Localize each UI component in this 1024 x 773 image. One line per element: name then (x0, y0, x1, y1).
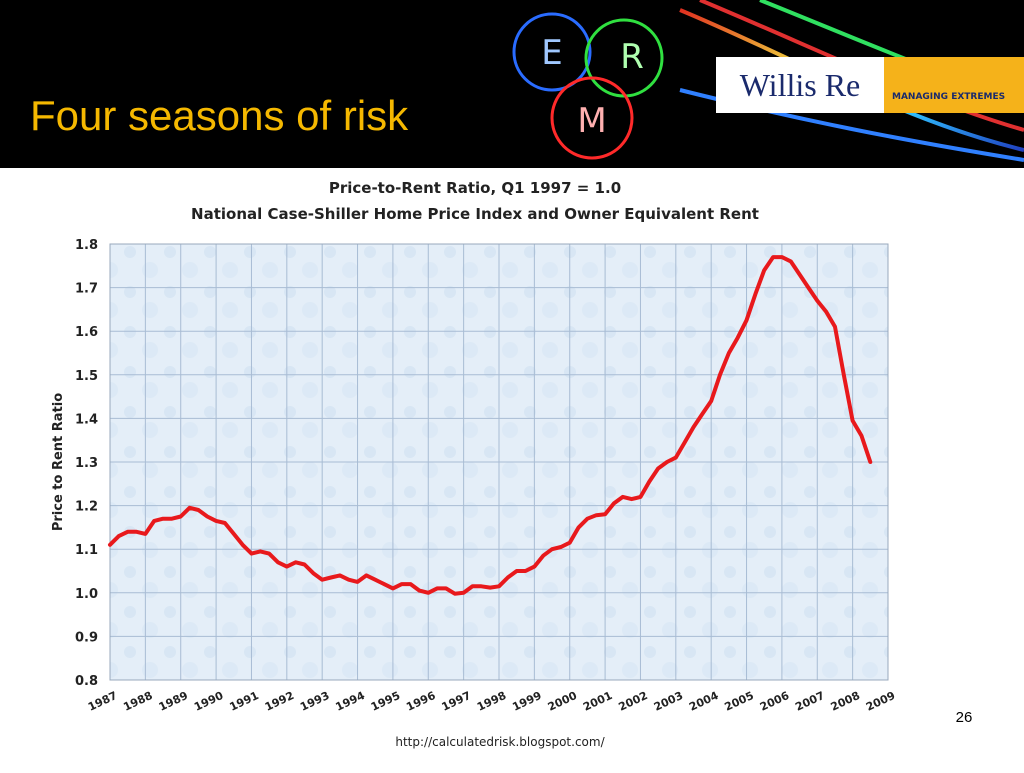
erm-letter: M (577, 101, 606, 141)
x-tick-label: 1995 (369, 689, 402, 714)
erm-circles (512, 12, 664, 160)
erm-letter: R (620, 37, 644, 77)
tagline-box (884, 57, 1024, 113)
x-tick-label: 1998 (475, 689, 508, 714)
y-tick-label: 1.2 (75, 500, 98, 515)
y-tick-label: 0.9 (75, 630, 98, 645)
x-tick-label: 1996 (404, 689, 438, 714)
erm-letter: E (541, 33, 562, 73)
x-tick-label: 2008 (829, 689, 862, 714)
y-tick-label: 1.5 (75, 369, 98, 384)
x-tick-label: 2002 (616, 689, 649, 714)
logo: Willis Re (740, 67, 860, 103)
x-tick-label: 1988 (121, 689, 154, 714)
x-tick-label: 1994 (334, 689, 368, 714)
data-line (108, 255, 873, 596)
x-tick-label: 1992 (263, 689, 296, 714)
x-tick-label: 2003 (652, 689, 685, 714)
y-tick-label: 0.8 (75, 674, 98, 689)
y-axis-label: Price to Rent Ratio (51, 393, 66, 531)
y-tick-label: 1.1 (75, 543, 98, 558)
x-tick-label: 2007 (793, 689, 826, 714)
y-tick-label: 1.4 (75, 412, 98, 427)
slide-title: Four seasons of risk (30, 92, 409, 139)
x-tick-label: 1989 (157, 689, 190, 714)
y-tick-label: 1.0 (75, 587, 98, 602)
chart-title: Price-to-Rent Ratio, Q1 1997 = 1.0 (329, 179, 621, 197)
y-tick-label: 1.6 (75, 325, 98, 340)
x-tick-label: 2000 (546, 689, 580, 714)
y-tick-label: 1.3 (75, 456, 98, 471)
x-tick-label: 1987 (86, 689, 119, 714)
x-tick-label: 1997 (440, 689, 473, 714)
y-tick-label: 1.8 (75, 238, 98, 253)
page-number: 26 (956, 709, 973, 726)
chart-subtitle: National Case-Shiller Home Price Index a… (191, 205, 759, 223)
x-tick-label: 2004 (687, 689, 721, 714)
y-tick-label: 1.7 (75, 282, 98, 297)
x-tick-label: 1999 (510, 689, 543, 714)
x-tick-label: 2005 (723, 689, 756, 714)
source: http://calculatedrisk.blogspot.com/ (395, 735, 605, 749)
logo-box (716, 57, 884, 113)
x-tick-label: 1993 (298, 689, 331, 714)
x-tick-label: 2009 (864, 689, 897, 714)
x-tick-label: 1991 (227, 689, 260, 714)
tagline: MANAGING EXTREMES (892, 92, 1005, 102)
x-tick-label: 2006 (758, 689, 792, 714)
x-tick-label: 2001 (581, 689, 614, 714)
plot-border (109, 243, 889, 681)
x-tick-label: 1990 (192, 689, 226, 714)
